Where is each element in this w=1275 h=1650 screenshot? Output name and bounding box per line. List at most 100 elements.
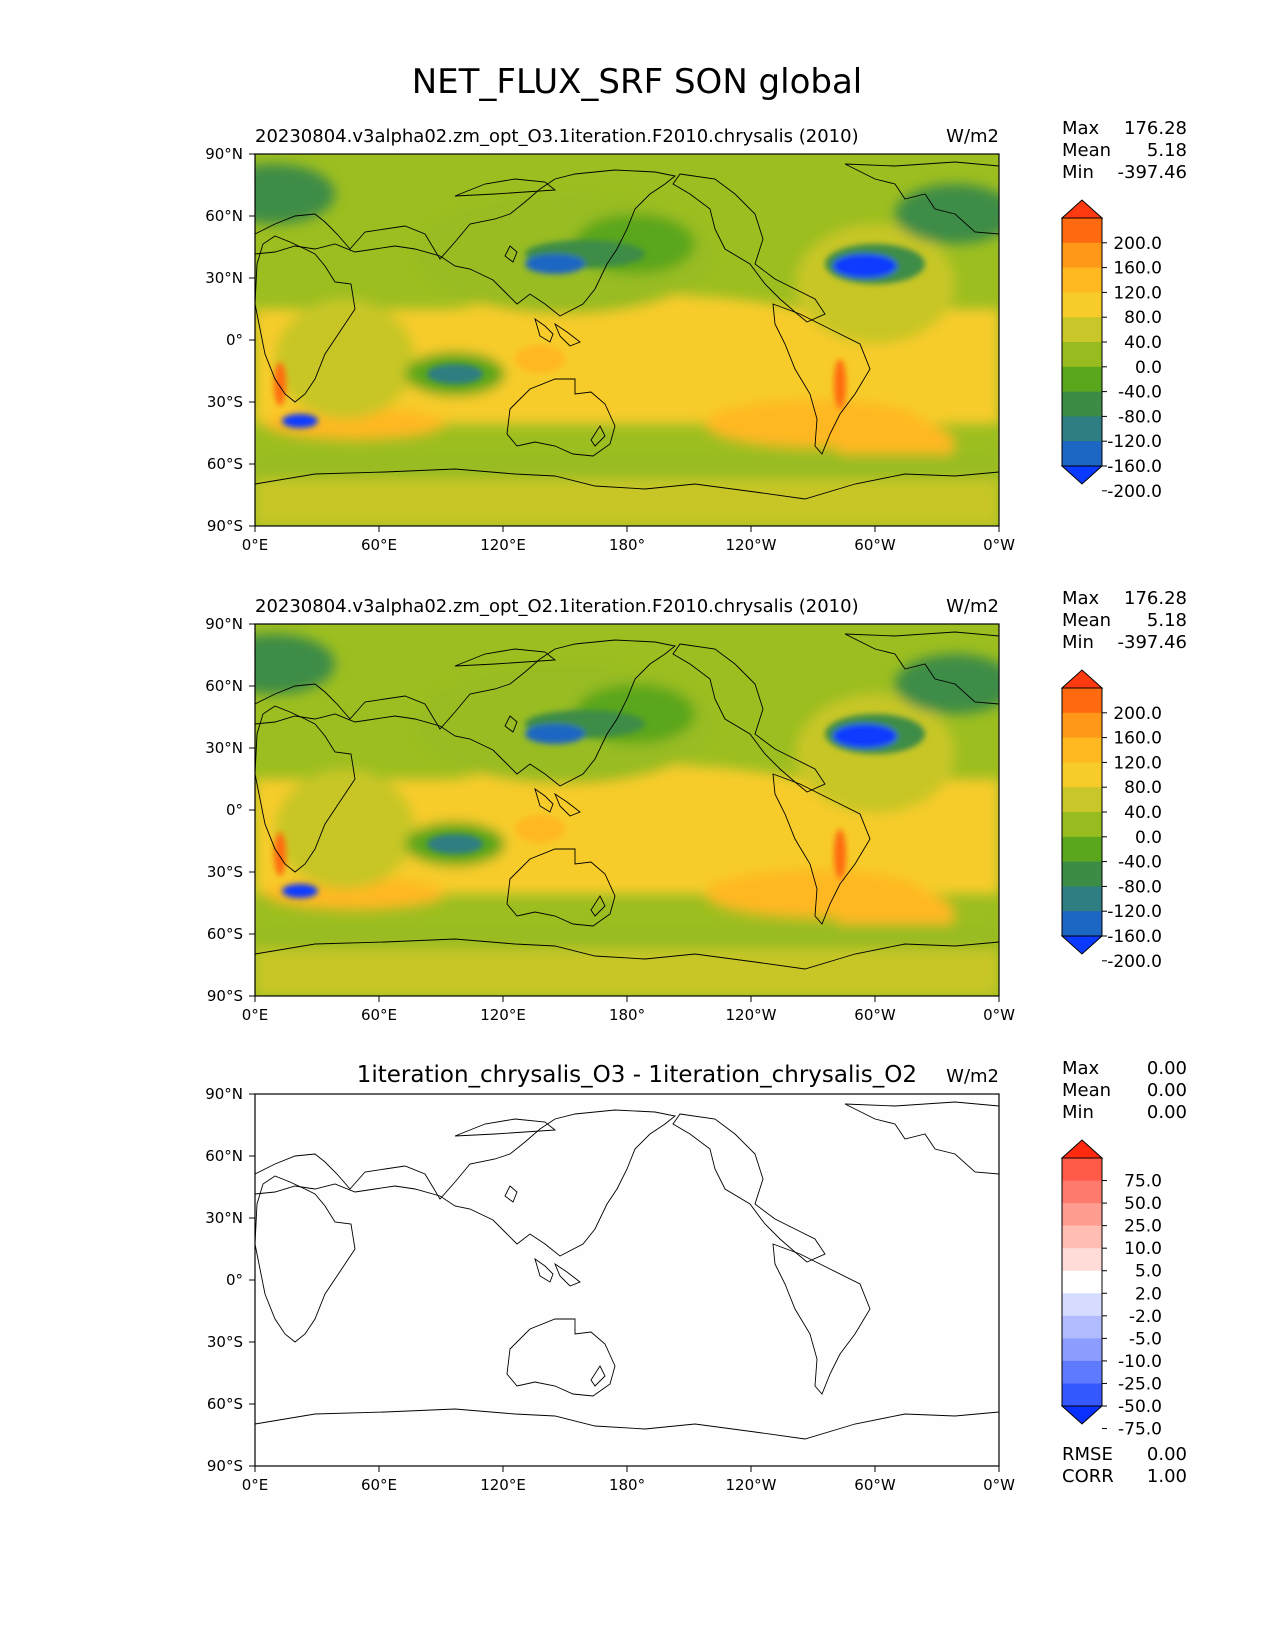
xtick-label: 60°W	[854, 1476, 896, 1494]
colorbar-segment	[1062, 1293, 1102, 1317]
colorbar-tick-label: 10.0	[1124, 1239, 1162, 1259]
panel-3-map	[255, 1094, 999, 1466]
panel-3-stats: Max 0.00 Mean 0.00 Min 0.00	[1062, 1058, 1187, 1123]
ytick-label: 30°N	[205, 269, 243, 287]
colorbar-segment	[1062, 342, 1102, 368]
ytick-label: 60°S	[207, 925, 243, 943]
colorbar-tick-label: -75.0	[1118, 1420, 1162, 1440]
ytick-label: 90°N	[205, 615, 243, 633]
panel-3: 1iteration_chrysalis_O3 - 1iteration_chr…	[205, 1058, 1187, 1494]
colorbar-tick-label: -160.0	[1107, 457, 1162, 477]
colorbar-tick-label: 80.0	[1124, 778, 1162, 798]
colorbar-tick-label: 160.0	[1113, 259, 1162, 279]
xtick-label: 120°W	[726, 1006, 777, 1024]
colorbar-tick-label: -200.0	[1107, 952, 1162, 972]
ytick-label: 0°	[226, 1271, 243, 1289]
colorbar-segment	[1062, 218, 1102, 244]
stat-label: Max	[1062, 588, 1100, 609]
colorbar-tick-label: -10.0	[1118, 1352, 1162, 1372]
stat-value: -397.46	[1118, 162, 1187, 183]
colorbar-tick-label: 2.0	[1135, 1284, 1162, 1304]
panel-2-units: W/m2	[946, 596, 999, 617]
colorbar-segment	[1062, 1360, 1102, 1384]
colorbar-tick-label: 40.0	[1124, 333, 1162, 353]
colorbar-tick-label: 40.0	[1124, 803, 1162, 823]
colorbar-segment	[1062, 1158, 1102, 1182]
ytick-label: 90°S	[207, 1457, 243, 1475]
stat-value: 0.00	[1147, 1102, 1187, 1123]
panel-2: 20230804.v3alpha02.zm_opt_O2.1iteration.…	[205, 588, 1187, 1024]
figure-title: NET_FLUX_SRF SON global	[412, 62, 863, 102]
colorbar-segment	[1062, 762, 1102, 788]
stat-label: Min	[1062, 162, 1094, 183]
ytick-label: 60°N	[205, 677, 243, 695]
panel-1-title: 20230804.v3alpha02.zm_opt_O3.1iteration.…	[255, 126, 859, 147]
colorbar-extend-max	[1060, 669, 1104, 689]
xtick-label: 180°	[609, 1006, 645, 1024]
colorbar-segment	[1062, 1383, 1102, 1407]
colorbar-extend-max	[1060, 199, 1104, 219]
colorbar-segment	[1062, 366, 1102, 393]
colorbar-segment	[1062, 416, 1102, 442]
colorbar-tick-label: -40.0	[1118, 383, 1162, 403]
stat-label: Max	[1062, 118, 1100, 139]
colorbar-tick-label: -80.0	[1118, 407, 1162, 427]
stat-label: RMSE	[1062, 1444, 1113, 1465]
colorbar-tick-label: -40.0	[1118, 853, 1162, 873]
colorbar-extend-min	[1060, 465, 1104, 485]
xtick-label: 0°E	[242, 536, 269, 554]
colorbar-segment	[1062, 836, 1102, 863]
colorbar-segment	[1062, 812, 1102, 838]
panel-1-map	[255, 154, 999, 526]
ytick-label: 90°N	[205, 145, 243, 163]
xtick-label: 0°E	[242, 1476, 269, 1494]
colorbar-segment	[1062, 242, 1102, 269]
xtick-label: 180°	[609, 536, 645, 554]
colorbar-segment	[1062, 1338, 1102, 1362]
colorbar-tick-label: -2.0	[1129, 1307, 1162, 1327]
colorbar-frame	[1061, 1157, 1103, 1407]
stat-value: 5.18	[1147, 140, 1187, 161]
panel-2-map	[255, 624, 999, 996]
colorbar-tick-label: -50.0	[1118, 1397, 1162, 1417]
xtick-label: 60°W	[854, 1006, 896, 1024]
panel-2-title: 20230804.v3alpha02.zm_opt_O2.1iteration.…	[255, 596, 859, 617]
xtick-label: 120°W	[726, 536, 777, 554]
xtick-label: 0°W	[983, 1006, 1015, 1024]
colorbar-segment	[1062, 737, 1102, 763]
colorbar-segment	[1062, 712, 1102, 739]
colorbar-tick-label: -200.0	[1107, 482, 1162, 502]
colorbar-segment	[1062, 1248, 1102, 1272]
xtick-label: 60°E	[361, 1006, 397, 1024]
colorbar-segment	[1062, 787, 1102, 813]
panel-1-units: W/m2	[946, 126, 999, 147]
ytick-label: 90°S	[207, 987, 243, 1005]
colorbar-extend-min	[1060, 935, 1104, 955]
panel-3-title: 1iteration_chrysalis_O3 - 1iteration_chr…	[357, 1062, 917, 1088]
xtick-label: 0°W	[983, 1476, 1015, 1494]
colorbar-tick-label: 200.0	[1113, 234, 1162, 254]
stat-label: Min	[1062, 1102, 1094, 1123]
panel-1-xticks: 0°E 60°E 120°E 180° 120°W 60°W 0°W	[242, 526, 1015, 554]
xtick-label: 120°W	[726, 1476, 777, 1494]
panel-2-yticks: 90°N 60°N 30°N 0° 30°S 60°S 90°S	[205, 615, 255, 1005]
stat-label: Max	[1062, 1058, 1100, 1079]
xtick-label: 120°E	[480, 536, 526, 554]
colorbar-tick-label: 0.0	[1135, 358, 1162, 378]
colorbar-tick-label: 120.0	[1113, 753, 1162, 773]
colorbar-tick-label: 75.0	[1124, 1172, 1162, 1192]
colorbar-tick-label: -120.0	[1107, 902, 1162, 922]
colorbar-segment	[1062, 1315, 1102, 1339]
colorbar-tick-label: 120.0	[1113, 283, 1162, 303]
panel-2-xticks: 0°E 60°E 120°E 180° 120°W 60°W 0°W	[242, 996, 1015, 1024]
panel-3-xticks: 0°E 60°E 120°E 180° 120°W 60°W 0°W	[242, 1466, 1015, 1494]
colorbar-segment	[1062, 391, 1102, 417]
xtick-label: 120°E	[480, 1476, 526, 1494]
colorbar-extend-max	[1060, 1139, 1104, 1159]
colorbar-segment	[1062, 441, 1102, 467]
colorbar-tick-label: -80.0	[1118, 877, 1162, 897]
stat-value: 1.00	[1147, 1466, 1187, 1487]
colorbar-segment	[1062, 1270, 1102, 1294]
colorbar-tick-label: 25.0	[1124, 1217, 1162, 1237]
colorbar-segment	[1062, 1203, 1102, 1227]
